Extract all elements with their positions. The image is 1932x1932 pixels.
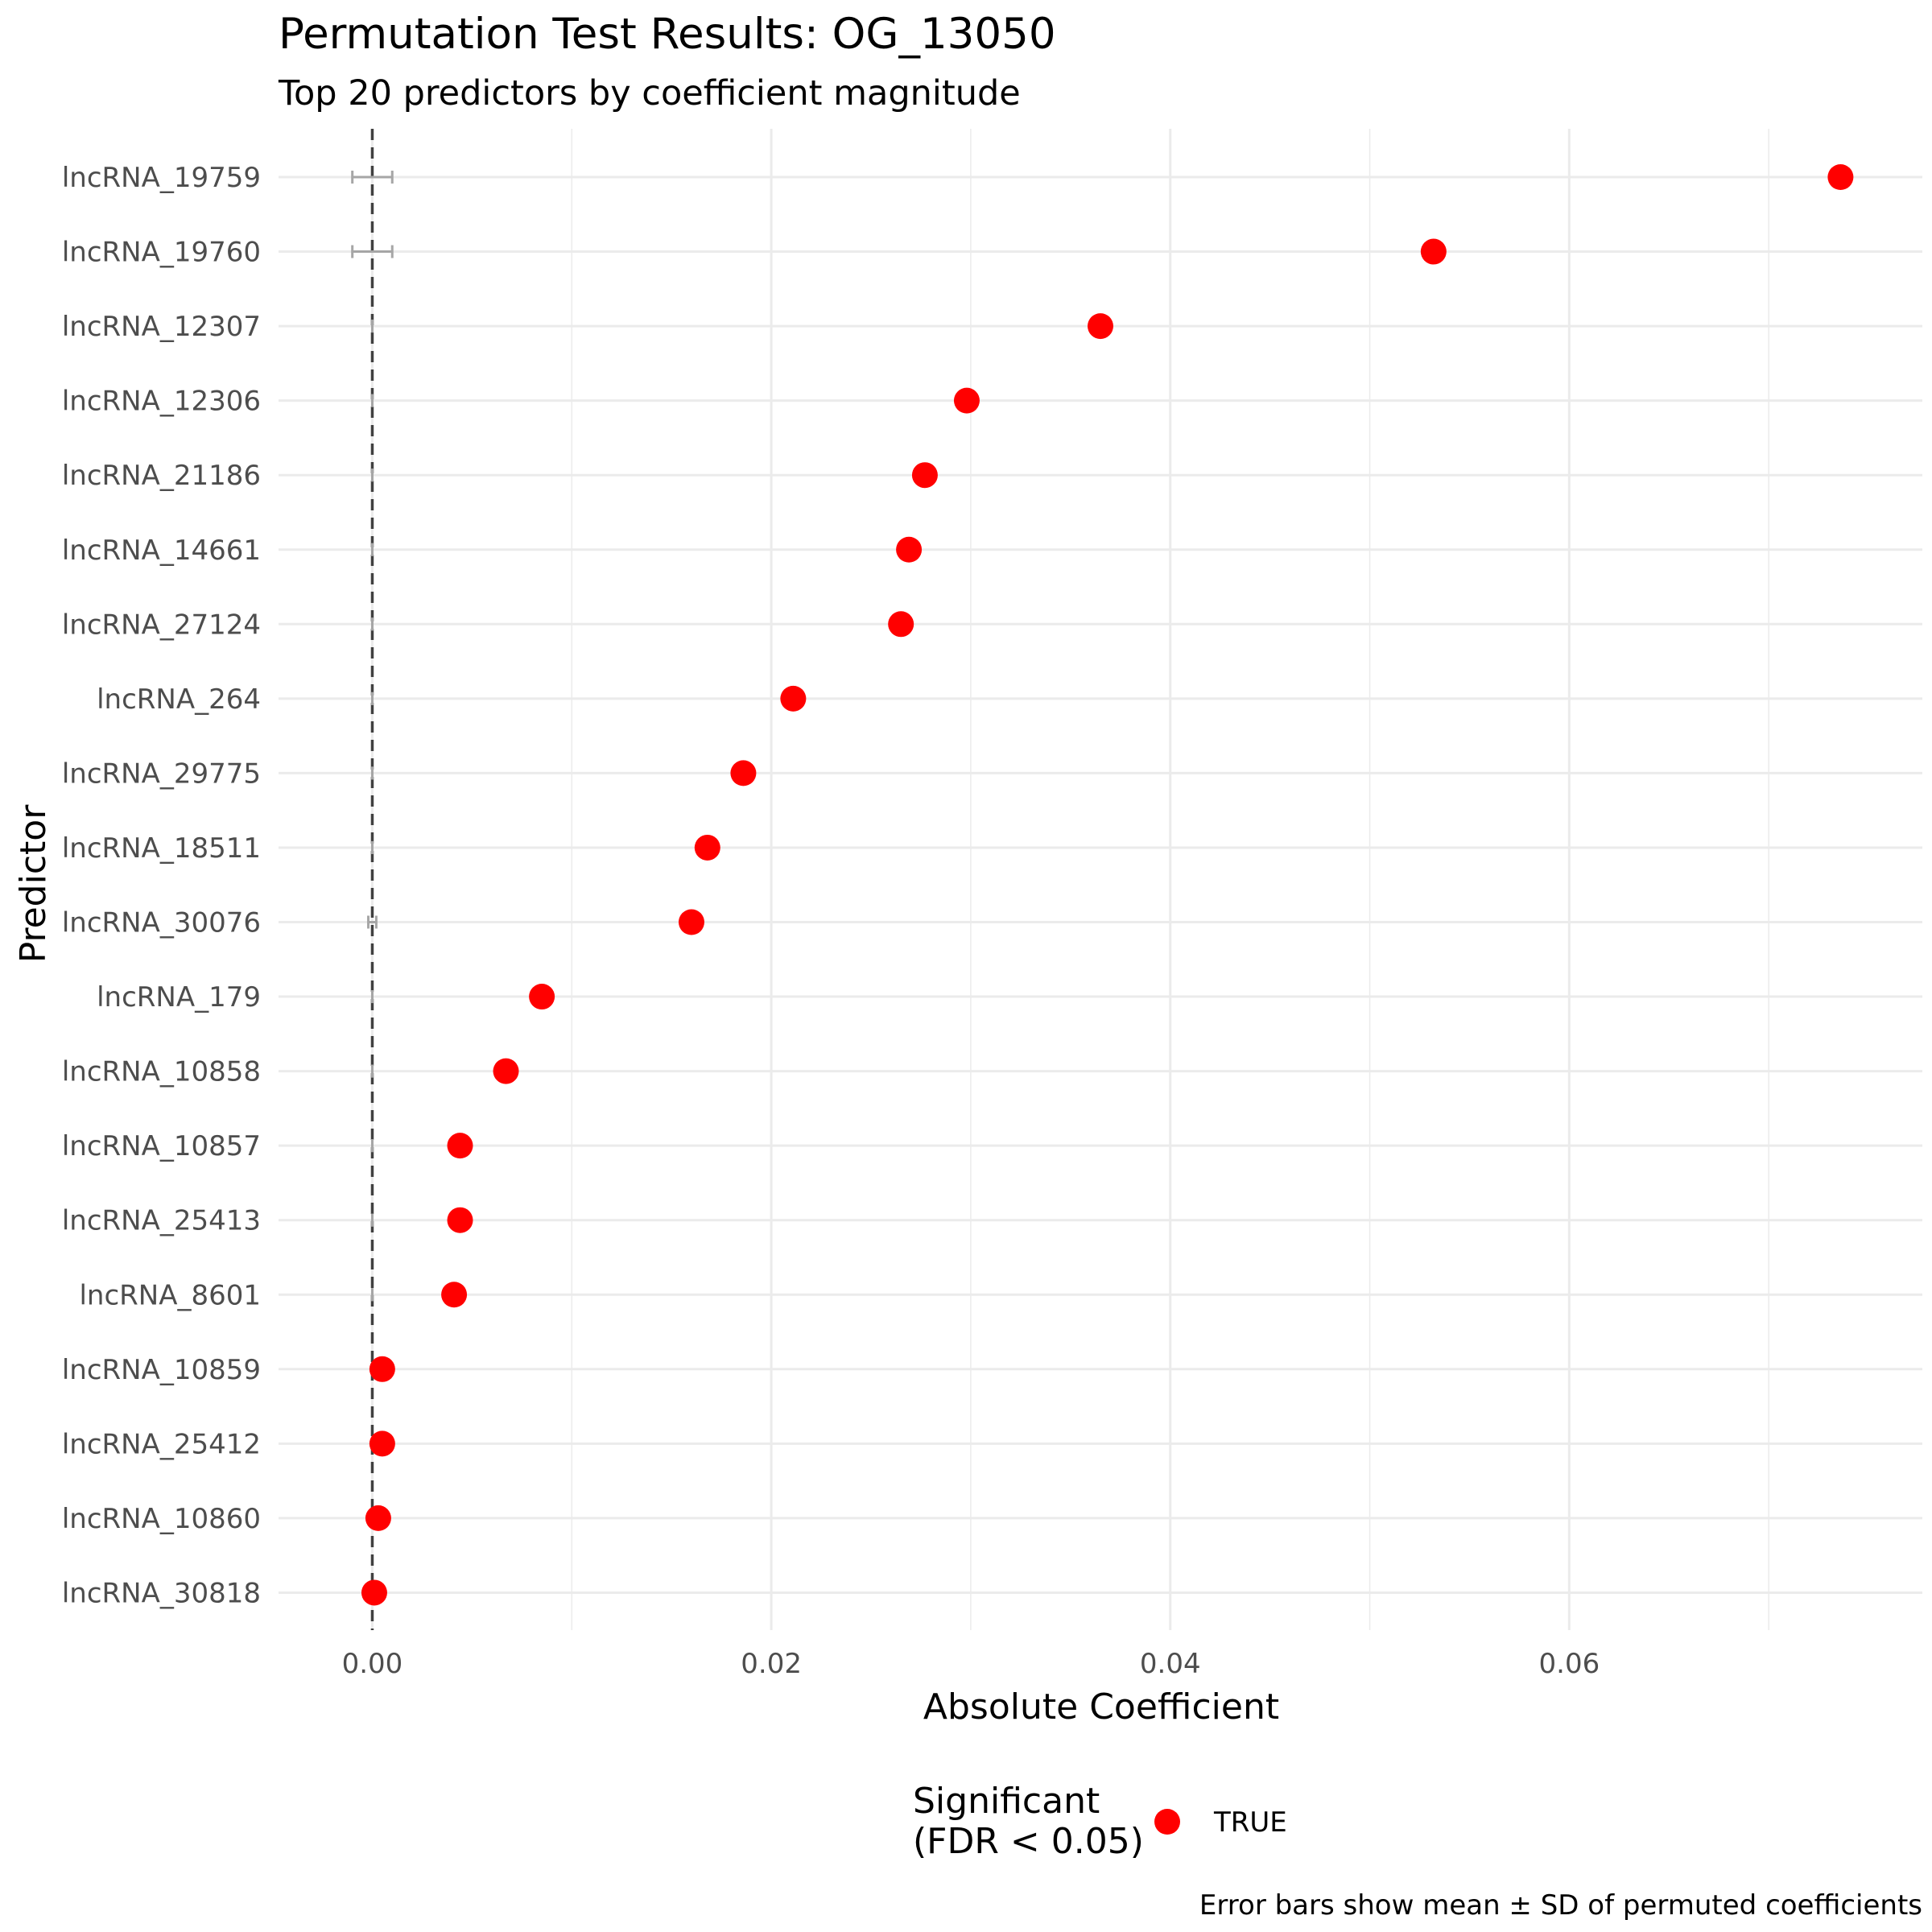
y-tick-label: lncRNA_27124 [62,609,261,641]
data-point [441,1282,468,1308]
y-tick-label: lncRNA_10858 [62,1056,261,1088]
data-point [447,1207,473,1233]
x-tick-label: 0.04 [1140,1648,1201,1680]
data-point [694,834,720,861]
x-axis-title: Absolute Coefficient [923,1686,1279,1728]
y-tick-label: lncRNA_19759 [62,162,261,194]
data-point [730,760,757,786]
data-point [896,536,923,563]
y-tick-labels: lncRNA_19759 lncRNA_19760 lncRNA_12307 lncR… [62,162,261,1609]
data-point [369,1430,395,1457]
y-tick-label: lncRNA_10860 [62,1503,261,1535]
y-tick-label: lncRNA_19760 [62,237,261,269]
errorbar [351,245,394,258]
data-point [493,1058,519,1084]
errorbar [351,171,394,184]
x-tick-label: 0.00 [342,1648,403,1680]
data-point [911,462,938,489]
legend-key-dot [1154,1809,1180,1835]
legend-label-true: TRUE [1213,1806,1287,1839]
y-tick-label: lncRNA_10857 [62,1130,261,1162]
y-tick-label: lncRNA_29775 [62,758,261,790]
data-point [369,1356,395,1382]
legend-title-line-2: (FDR < 0.05) [913,1821,1144,1862]
y-tick-label: lncRNA_14661 [62,535,261,567]
legend-title: Significant (FDR < 0.05) [913,1781,1144,1862]
y-tick-label: lncRNA_264 [97,683,261,716]
y-axis-title: Predictor [13,804,54,963]
data-point [1827,164,1854,190]
y-tick-label: lncRNA_30076 [62,907,261,939]
data-point [361,1579,387,1606]
y-tick-label: lncRNA_10859 [62,1354,261,1386]
data-point [1088,313,1113,340]
y-tick-label: lncRNA_12306 [62,386,261,418]
y-tick-label: lncRNA_179 [97,981,261,1013]
chart-title: Permutation Test Results: OG_13050 [279,10,1056,59]
data-point [365,1505,391,1531]
chart-subtitle: Top 20 predictors by coefficient magnitu… [278,73,1021,114]
data-point [529,984,555,1010]
x-tick-label: 0.06 [1539,1648,1600,1680]
data-point [678,909,704,935]
data-point [953,387,980,414]
data-point [888,611,914,638]
grid-lines [279,129,1922,1630]
legend-title-line-1: Significant [913,1781,1100,1822]
point-group [361,164,1854,1606]
y-tick-label: lncRNA_21186 [62,460,261,492]
y-tick-label: lncRNA_18511 [62,832,261,865]
y-tick-label: lncRNA_30818 [62,1577,261,1609]
legend: Significant (FDR < 0.05) TRUE [913,1781,1287,1862]
y-tick-label: lncRNA_25413 [62,1205,261,1237]
x-tick-label: 0.02 [741,1648,802,1680]
data-point [447,1133,473,1159]
x-tick-labels: 0.00 0.02 0.04 0.06 [342,1648,1600,1680]
chart-caption: Error bars show mean ± SD of permuted co… [1199,1889,1922,1922]
data-point [1420,238,1447,265]
errorbar [367,915,378,929]
y-tick-label: lncRNA_8601 [79,1279,261,1311]
y-tick-label: lncRNA_12307 [62,311,261,343]
y-tick-label: lncRNA_25412 [62,1428,261,1460]
data-point [780,685,807,712]
